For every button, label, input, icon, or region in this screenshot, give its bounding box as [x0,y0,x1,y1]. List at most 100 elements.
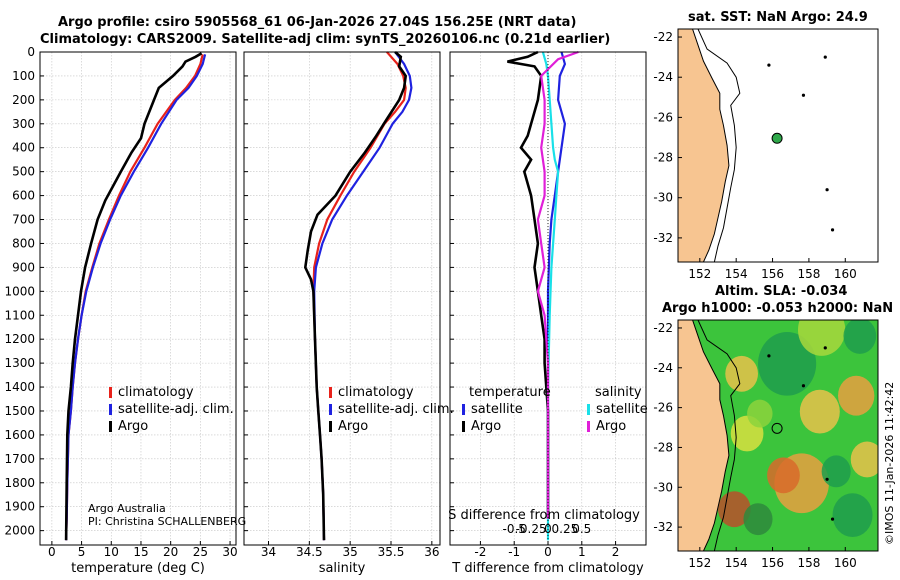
argo-position-marker [771,422,783,434]
x-tick-label: 5 [78,545,86,559]
legend-swatch [329,421,332,432]
sla-blob [799,389,840,434]
map-y-tick-label: -28 [653,440,673,454]
legend-heading-temperature: temperature [469,385,551,400]
y-tick-label: 1500 [4,404,35,418]
x-tick-label: 20 [163,545,178,559]
y-tick-label: 0 [27,45,35,59]
title-line1: Argo profile: csiro 5905568_61 06-Jan-20… [58,15,577,30]
y-tick-label: 200 [12,93,35,107]
x-tick-label: 35.5 [378,545,405,559]
x2-tick-label: 0 [544,522,552,536]
y-tick-label: 500 [12,165,35,179]
series-t-argo [507,50,550,519]
y-tick-label: 400 [12,141,35,155]
reef-marker [801,384,806,388]
sla-blob [743,503,773,536]
legend-swatch [329,404,332,415]
reef-marker [823,346,827,350]
map-x-tick-label: 158 [797,556,820,570]
reef-marker [823,55,827,59]
sla-map-title-2: Argo h1000: -0.053 h2000: NaN [662,301,894,316]
legend-label: Argo [338,419,368,434]
shelf-contour [697,29,741,262]
series-argo [303,51,408,541]
x-axis-label: T difference from climatology [451,561,644,576]
x-tick-label: 1 [578,545,586,559]
x-tick-label: 36 [424,545,439,559]
difference-profile [449,50,647,546]
legend-swatch [587,421,590,432]
x-tick-label: 34 [261,545,276,559]
sla-blob [821,455,851,488]
legend-swatch [462,404,465,415]
map-y-tick-label: -24 [653,361,673,375]
x-tick-label: 30 [222,545,237,559]
x-tick-label: 34.5 [296,545,323,559]
legend-swatch [109,387,112,398]
map-y-tick-label: -24 [653,70,673,84]
title-line2: Climatology: CARS2009. Satellite-adj cli… [40,32,611,47]
sla-blob [758,331,817,396]
map-y-tick-label: -22 [653,321,673,335]
map-content [678,320,878,551]
legend-label: Argo [471,419,501,434]
map-y-tick-label: -22 [653,30,673,44]
map-content [678,29,878,262]
sla-blob [850,441,878,478]
y-tick-label: 1600 [4,428,35,442]
x-tick-label: 25 [193,545,208,559]
y-tick-label: 800 [12,236,35,250]
map-y-tick-label: -26 [653,401,673,415]
map-y-tick-label: -32 [653,231,673,245]
reef-marker [825,477,829,481]
legend-label: Argo [118,419,148,434]
x2-tick-label: 0.5 [572,522,591,536]
y-tick-label: 600 [12,189,35,203]
land [678,29,730,262]
map-y-tick-label: -32 [653,520,673,534]
credit-line1: Argo Australia [88,502,166,515]
reef-marker [801,93,806,97]
legend-swatch [462,421,465,432]
legend-swatch [329,387,332,398]
credit-line2: PI: Christina SCHALLENBERG [88,515,246,528]
map-x-tick-label: 152 [688,556,711,570]
series-climatology [65,54,204,541]
y-tick-label: 1900 [4,500,35,514]
x-tick-label: 10 [104,545,119,559]
map-x-tick-label: 154 [725,267,748,281]
sla-blob [843,320,877,354]
map-x-tick-label: 154 [725,556,748,570]
shelf-contour [697,320,741,551]
legend-label: satellite [596,402,648,417]
sla-map-title-1: Altim. SLA: -0.034 [715,284,848,299]
y-tick-label: 1200 [4,332,35,346]
y-tick-label: 2000 [4,524,35,538]
map-y-tick-label: -30 [653,191,673,205]
x-tick-label: 0 [48,545,56,559]
temperature-profile [39,51,237,546]
axes-frame [243,51,441,546]
y-tick-label: 300 [12,117,35,131]
sst-map [677,28,879,263]
map-y-tick-label: -30 [653,480,673,494]
x-axis-label: temperature (deg C) [71,561,205,576]
y-tick-label: 1300 [4,356,35,370]
axes-frame [39,51,237,546]
x-tick-label: 15 [133,545,148,559]
series-s-satellite [541,51,560,541]
y-tick-label: 100 [12,69,35,83]
sla-blob [725,355,758,392]
argo-position-marker [771,132,783,144]
map-x-tick-label: 156 [761,267,784,281]
y-tick-label: 1800 [4,476,35,490]
x2-tick-label: 0.25 [552,522,579,536]
map-x-tick-label: 158 [797,267,820,281]
legend-label: satellite-adj. clim. [338,402,454,417]
map-x-tick-label: 160 [834,556,857,570]
x2-axis-label: S difference from climatology [448,508,640,523]
legend-heading-salinity: salinity [595,385,642,400]
legend-label: climatology [118,385,194,400]
reef-marker [830,517,835,521]
